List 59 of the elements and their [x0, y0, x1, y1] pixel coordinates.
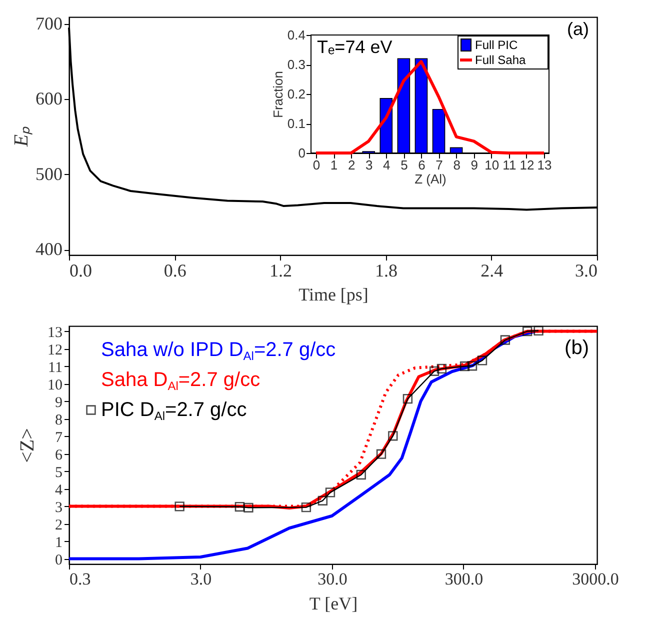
legend-label: Full PIC	[475, 38, 518, 52]
y-tick-label: 13	[48, 324, 62, 341]
y-tick-label: 0	[298, 146, 306, 160]
legend-label: Full Saha	[475, 53, 526, 67]
annotation: Tₑ=74 eV	[317, 37, 392, 57]
y-tick-label: 5	[55, 464, 62, 481]
x-tick-label: 300.0	[444, 570, 484, 588]
x-axis-title: Time [ps]	[298, 284, 368, 304]
x-tick-label: 5	[400, 158, 408, 172]
y-tick-label: 2	[55, 517, 62, 534]
y-tick-label: 1	[55, 534, 62, 551]
y-tick-label: 0.4	[287, 28, 306, 42]
x-tick-label: 6	[418, 158, 426, 172]
x-tick-label: 8	[453, 158, 460, 172]
x-tick-label: 0.6	[164, 260, 186, 280]
x-tick-label: 4	[383, 158, 390, 172]
x-tick-label: 3000.0	[572, 570, 619, 588]
x-axis-title: T [eV]	[309, 594, 358, 614]
x-tick-label: 30.0	[318, 570, 348, 588]
y-tick-label: 9	[55, 394, 62, 411]
x-tick-label: 13	[537, 158, 552, 172]
y-tick-label: 700	[36, 13, 62, 34]
x-tick-label: 2	[348, 158, 356, 172]
y-tick-label: 8	[55, 412, 62, 428]
y-tick-label: 0.3	[287, 57, 306, 72]
y-axis-title: Eₚ	[10, 125, 32, 148]
y-tick-label: 0.1	[287, 116, 306, 131]
y-axis-title: <Z>	[16, 428, 38, 463]
x-axis-title: Z (Al)	[414, 172, 446, 186]
x-tick-label: 3.0	[575, 260, 598, 280]
y-tick-label: 4	[55, 482, 63, 498]
y-tick-label: 3	[55, 500, 62, 516]
x-tick-label: 0.0	[70, 260, 92, 280]
x-tick-label: 9	[470, 158, 478, 172]
x-tick-label: 12	[520, 158, 534, 172]
x-tick-label: 0.3	[70, 570, 91, 588]
x-tick-label: 3	[366, 158, 373, 172]
y-tick-label: 6	[55, 447, 63, 464]
y-tick-label: 7	[55, 430, 63, 446]
y-tick-label: 11	[48, 360, 62, 376]
annotation: (b)	[564, 337, 589, 359]
x-tick-label: 1.8	[375, 260, 398, 280]
x-tick-label: 0	[312, 158, 320, 172]
x-tick-label: 10	[484, 158, 500, 172]
y-tick-label: 12	[48, 342, 62, 358]
y-tick-label: 0	[55, 552, 62, 568]
x-tick-label: 3.0	[190, 570, 212, 588]
x-tick-label: 11	[502, 158, 516, 172]
x-tick-label: 1	[330, 158, 338, 172]
x-tick-label: 2.4	[480, 260, 504, 280]
y-axis-title: Fraction	[270, 71, 286, 118]
y-tick-label: 0.2	[287, 86, 306, 102]
y-tick-label: 600	[36, 88, 62, 109]
annotation: (a)	[567, 19, 589, 39]
x-tick-label: 7	[436, 158, 443, 172]
y-tick-label: 10	[48, 377, 62, 394]
x-tick-label: 1.2	[269, 260, 292, 280]
y-tick-label: 500	[36, 164, 62, 184]
y-tick-label: 400	[36, 239, 62, 260]
